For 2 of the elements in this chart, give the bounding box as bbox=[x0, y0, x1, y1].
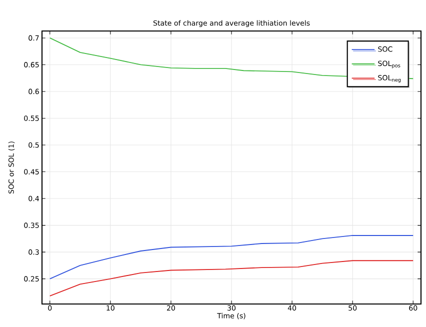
line-series bbox=[49, 260, 414, 296]
line-series bbox=[49, 235, 414, 280]
